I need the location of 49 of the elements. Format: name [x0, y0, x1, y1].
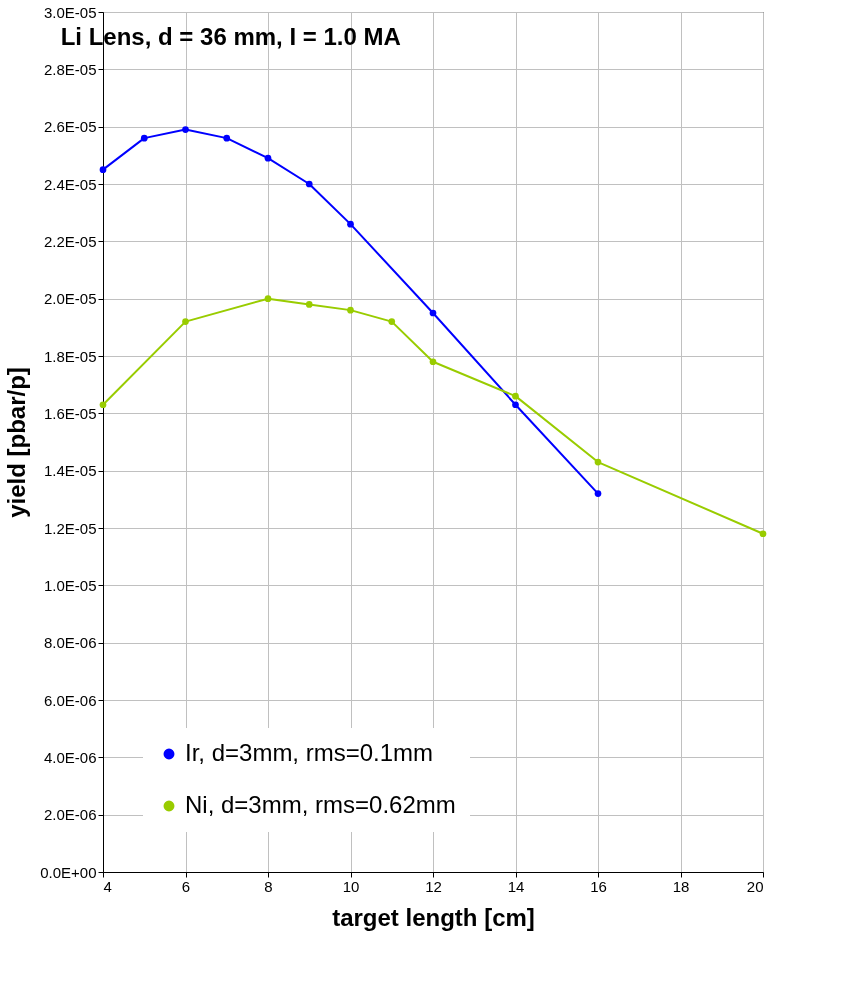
point — [182, 126, 189, 133]
x-tick-label: 16 — [590, 877, 607, 895]
y-tick-label: 8.0E-06 — [43, 634, 97, 652]
point — [264, 295, 272, 303]
x-tick-label: 20 — [746, 877, 764, 895]
point — [264, 154, 272, 162]
y-tick-label: 2.0E-06 — [43, 806, 97, 824]
y-tick-label: 1.4E-05 — [43, 462, 97, 480]
point — [223, 134, 231, 142]
x-tick-label: 4 — [103, 877, 112, 895]
point — [140, 134, 148, 142]
point — [305, 301, 313, 308]
point — [512, 401, 519, 409]
y-tick-label: 2.8E-05 — [43, 60, 97, 78]
x-tick-label: 6 — [181, 877, 191, 895]
x-tick-label: 10 — [342, 877, 360, 895]
legend-label: Ir, d=3mm, rms=0.1mm — [185, 739, 434, 766]
point — [99, 401, 107, 409]
y-tick-label: 2.6E-05 — [43, 118, 97, 136]
y-tick-label: 2.2E-05 — [43, 232, 97, 250]
x-tick-label: 12 — [425, 877, 442, 895]
y-axis-title: yield [pbar/p] — [3, 367, 31, 518]
point — [759, 530, 767, 538]
y-tick-label: 1.0E-05 — [43, 576, 97, 594]
x-axis-title: target length [cm] — [332, 903, 535, 931]
point — [429, 309, 437, 317]
point — [594, 458, 602, 466]
legend-label: Ni, d=3mm, rms=0.62mm — [185, 791, 456, 818]
point — [99, 166, 107, 174]
y-tick-label: 4.0E-06 — [43, 748, 97, 766]
x-tick-label: 8 — [264, 877, 273, 895]
x-tick-label: 18 — [672, 877, 690, 895]
point — [182, 318, 189, 325]
y-tick-label: 0.0E+00 — [40, 863, 97, 881]
y-tick-label: 1.2E-05 — [43, 519, 97, 537]
y-tick-label: 2.4E-05 — [43, 175, 97, 193]
y-tick-label: 1.6E-05 — [43, 404, 97, 422]
point — [594, 490, 602, 497]
point — [347, 306, 354, 314]
y-tick-label: 2.0E-05 — [43, 290, 97, 308]
point — [305, 180, 313, 188]
point — [388, 318, 396, 325]
point — [512, 392, 519, 400]
y-tick-label: 1.8E-05 — [43, 347, 97, 365]
x-tick-label: 14 — [507, 877, 525, 895]
y-tick-label: 3.0E-05 — [43, 3, 97, 21]
y-tick-label: 6.0E-06 — [43, 691, 97, 709]
point — [429, 358, 437, 366]
point — [347, 220, 354, 228]
